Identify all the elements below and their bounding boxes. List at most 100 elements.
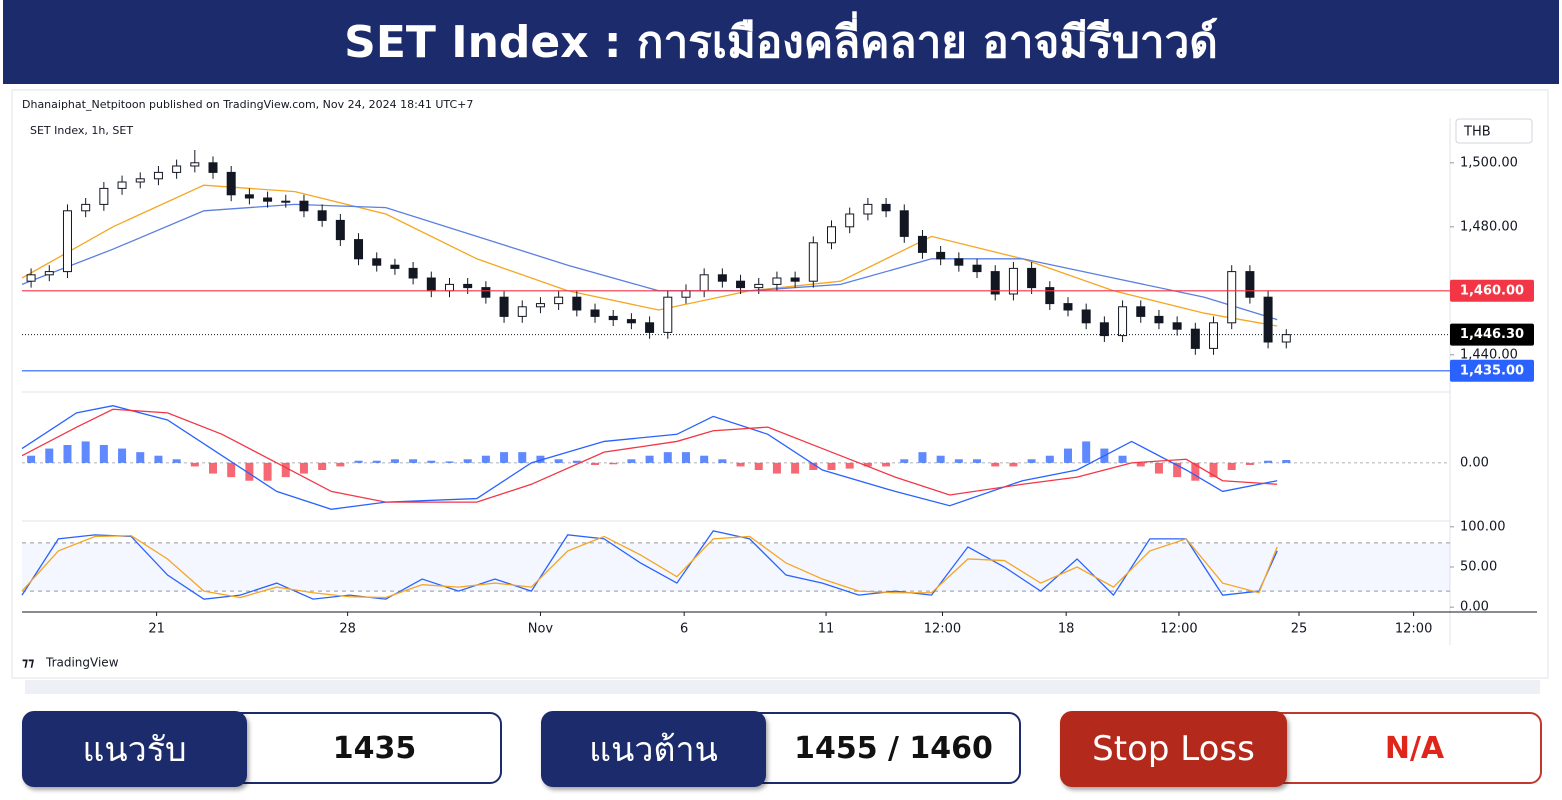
- x-tick-label: 28: [339, 622, 356, 637]
- histogram-bar: [718, 459, 727, 463]
- panel-label: แนวรับ: [22, 711, 247, 787]
- candle-body: [663, 296, 673, 333]
- candle-body: [717, 274, 727, 282]
- histogram-bar: [263, 462, 272, 481]
- level-label-bg: [1450, 359, 1534, 382]
- histogram-bar: [627, 459, 636, 463]
- histogram-bar: [1282, 460, 1291, 463]
- y-tick-label: 1,440.00: [1460, 347, 1518, 362]
- indicator-line: [21, 530, 1278, 600]
- y-tick-label: 0.00: [1460, 600, 1489, 615]
- x-tick-label: 6: [680, 622, 688, 637]
- histogram-bar: [1191, 462, 1200, 481]
- histogram-bar: [481, 455, 490, 463]
- panel-label: แนวต้าน: [541, 711, 766, 787]
- candle-body: [1154, 315, 1164, 324]
- candle-body: [44, 271, 54, 276]
- histogram-bar: [845, 462, 854, 469]
- histogram-bar: [754, 462, 763, 470]
- histogram-bar: [572, 460, 581, 463]
- histogram-bar: [736, 462, 745, 467]
- histogram-bar: [45, 448, 54, 463]
- candle-body: [1045, 287, 1055, 305]
- histogram-bar: [1027, 459, 1036, 463]
- candle-body: [626, 319, 636, 324]
- candle-body: [335, 219, 345, 241]
- chart: SET Index : การเมืองคลี่คลาย อาจมีรีบาวด…: [3, 0, 1559, 694]
- histogram-bar: [991, 462, 1000, 467]
- histogram-bar: [154, 455, 163, 463]
- candle-body: [608, 315, 618, 321]
- candle-body: [499, 296, 509, 317]
- histogram-bar: [591, 462, 600, 465]
- histogram-bar: [354, 460, 363, 463]
- histogram-bar: [118, 448, 127, 463]
- y-tick-label: 100.00: [1460, 519, 1506, 534]
- histogram-bar: [645, 455, 654, 463]
- candle-body: [645, 322, 655, 333]
- candle-body: [863, 203, 873, 215]
- panel: แนวต้าน 1455 / 1460: [541, 711, 1021, 787]
- histogram-bar: [336, 462, 345, 467]
- candle-body: [463, 283, 473, 289]
- x-tick-label: 25: [1291, 622, 1308, 637]
- y-tick-label: 0.00: [1460, 455, 1489, 470]
- histogram-bar: [299, 462, 308, 474]
- histogram-bar: [1063, 448, 1072, 463]
- histogram-bar: [1227, 462, 1236, 470]
- x-tick-label: 21: [148, 622, 165, 637]
- currency-box: [1455, 118, 1533, 144]
- histogram-bar: [27, 455, 36, 463]
- histogram-bar: [245, 462, 254, 481]
- histogram-bar: [681, 452, 690, 463]
- candle-body: [263, 197, 273, 202]
- level-label: 1,435.00: [1460, 363, 1524, 378]
- last-price-bg: [1450, 323, 1534, 346]
- candle-body: [1227, 271, 1237, 324]
- histogram-bar: [882, 462, 891, 467]
- candle-body: [1263, 296, 1273, 343]
- candle-body: [390, 264, 400, 269]
- level-label-bg: [1450, 279, 1534, 302]
- candle-body: [754, 283, 764, 289]
- candle-body: [1172, 322, 1182, 330]
- candle-body: [772, 277, 782, 285]
- histogram-bar: [427, 460, 436, 463]
- candle-body: [990, 271, 1000, 295]
- header-bar: [3, 0, 1559, 84]
- histogram-bar: [554, 459, 563, 463]
- histogram-bar: [700, 455, 709, 463]
- brand: TradingView: [45, 656, 119, 670]
- candle-body: [1081, 309, 1091, 324]
- histogram-bar: [772, 462, 781, 474]
- panel: แนวรับ 1435: [22, 711, 502, 787]
- candle-body: [372, 258, 382, 266]
- candle-body: [172, 165, 182, 173]
- histogram-bar: [409, 459, 418, 463]
- histogram-bar: [281, 462, 290, 478]
- candle-body: [572, 296, 582, 311]
- histogram-bar: [518, 452, 527, 463]
- histogram-bar: [445, 461, 454, 463]
- y-tick-label: 1,500.00: [1460, 155, 1518, 170]
- candle-body: [26, 274, 36, 282]
- histogram-bar: [1136, 462, 1145, 467]
- candle-body: [226, 171, 236, 196]
- title: SET Index : การเมืองคลี่คลาย อาจมีรีบาวด…: [344, 11, 1218, 68]
- histogram-bar: [99, 445, 108, 463]
- candle-body: [317, 210, 327, 221]
- histogram-bar: [1264, 460, 1273, 463]
- level-label: 1,460.00: [1460, 283, 1524, 298]
- histogram-bar: [973, 459, 982, 463]
- strip: [25, 680, 1540, 694]
- histogram-bar: [463, 459, 472, 463]
- histogram-bar: [318, 462, 327, 470]
- candle-body: [208, 162, 218, 173]
- histogram-bar: [1209, 462, 1218, 478]
- candle-body: [790, 277, 800, 282]
- candle-body: [917, 235, 927, 253]
- candle-body: [99, 187, 109, 205]
- y-tick-label: 50.00: [1460, 560, 1497, 575]
- panel: Stop Loss N/A: [1060, 711, 1542, 787]
